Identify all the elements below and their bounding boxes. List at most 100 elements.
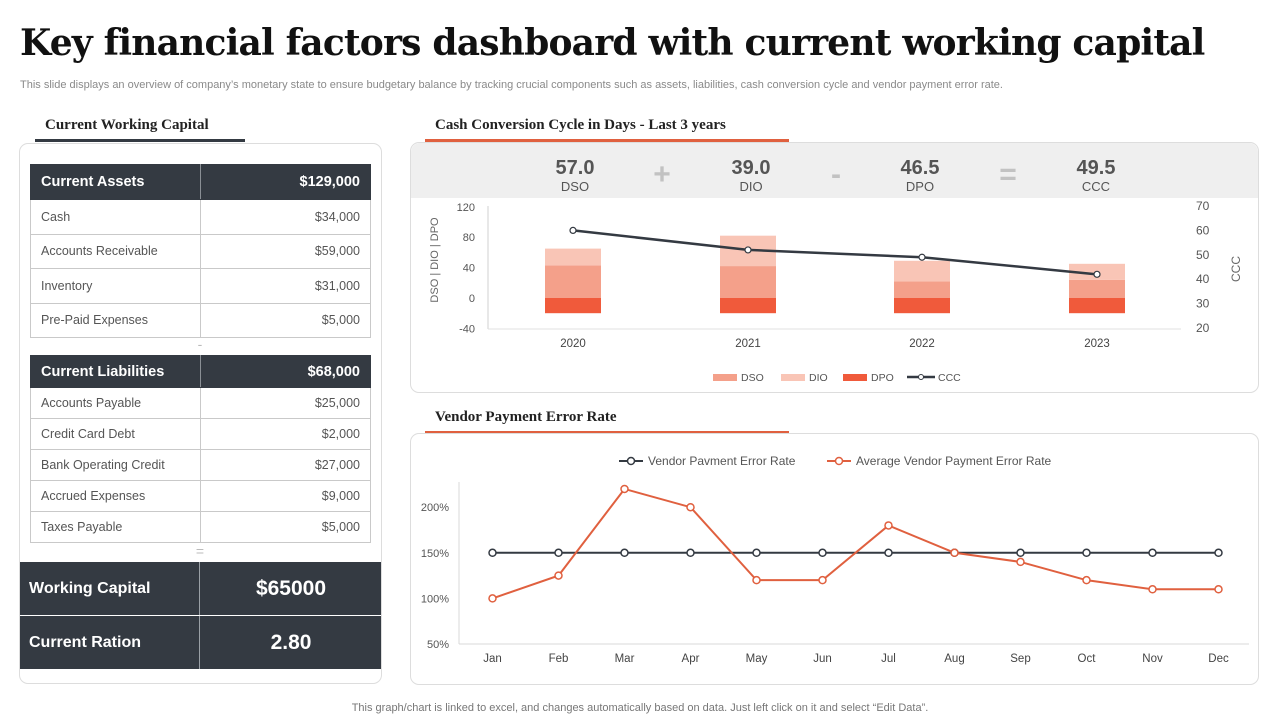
ccc-metrics-bar bbox=[411, 143, 1258, 198]
current-ration-label: Current Ration bbox=[20, 616, 200, 669]
bar-dpo-2020 bbox=[545, 298, 601, 314]
ccc-point bbox=[1093, 270, 1101, 278]
vendor-underline bbox=[425, 431, 789, 434]
vendor-panel bbox=[410, 433, 1259, 685]
metric-dpo-key: DPO bbox=[905, 179, 935, 194]
current-ration-value: 2.80 bbox=[270, 631, 312, 654]
series-line-1 bbox=[492, 487, 1219, 600]
ccc-section-title: Cash Conversion Cycle in Days - Last 3 y… bbox=[435, 117, 726, 133]
metric-ccc: 49.5 CCC bbox=[1051, 157, 1141, 195]
bar-dio-2022 bbox=[894, 260, 950, 282]
metric-dso-key: DSO bbox=[560, 179, 590, 194]
footer-note: This graph/chart is linked to excel, and… bbox=[351, 702, 929, 714]
series-point-0 bbox=[554, 548, 563, 558]
series-point-1 bbox=[488, 594, 497, 603]
row-value: $9,000 bbox=[200, 480, 371, 512]
page-title: Key financial factors dashboard with cur… bbox=[20, 22, 1205, 64]
y-tick-label: 150% bbox=[421, 548, 449, 560]
legend-marker-ccc bbox=[918, 374, 924, 380]
page-subtitle: This slide displays an overview of compa… bbox=[20, 79, 1003, 91]
y-tick-label: -40 bbox=[459, 323, 475, 335]
series-point-0 bbox=[1082, 548, 1091, 558]
series-point-1 bbox=[1214, 585, 1223, 594]
legend-marker-0 bbox=[626, 456, 636, 466]
x-tick-label: Apr bbox=[682, 653, 700, 665]
series-point-1 bbox=[1148, 585, 1157, 594]
series-point-1 bbox=[950, 548, 959, 558]
ccc-chart: -40 0 40 80 120 20 30 40 50 60 70 DSO | DIO | DPO CC… bbox=[429, 199, 1243, 384]
series-point-1 bbox=[752, 575, 761, 585]
series-point-0 bbox=[686, 548, 695, 558]
row-label: Bank Operating Credit bbox=[30, 449, 201, 481]
bar-dso-2021 bbox=[720, 266, 776, 298]
current-assets-label: Current Assets bbox=[30, 164, 201, 200]
working-capital-box: Working Capital $65000 bbox=[20, 562, 381, 615]
row-label: Credit Card Debt bbox=[30, 418, 201, 450]
table-row: Credit Card Debt $2,000 bbox=[30, 418, 371, 450]
current-assets-value: $129,000 bbox=[200, 164, 371, 200]
y-right-tick-label: 20 bbox=[1196, 321, 1210, 335]
series-point-1 bbox=[554, 571, 563, 580]
series-point-1 bbox=[620, 484, 629, 494]
series-point-1 bbox=[1016, 557, 1025, 567]
x-tick-label: Nov bbox=[1142, 653, 1163, 665]
legend-label: Vendor Pavment Error Rate bbox=[648, 454, 796, 468]
plus-operator: + bbox=[653, 158, 671, 191]
row-value: $2,000 bbox=[200, 418, 371, 450]
table-row: Accrued Expenses $9,000 bbox=[30, 480, 371, 512]
y-right-tick-label: 30 bbox=[1196, 297, 1210, 311]
row-label: Accounts Receivable bbox=[30, 233, 201, 269]
legend-label: DPO bbox=[871, 372, 894, 384]
x-tick-label: Aug bbox=[944, 653, 964, 665]
equals-symbol: = bbox=[195, 543, 205, 559]
table-row: Accounts Receivable $59,000 bbox=[30, 233, 371, 269]
table-row: Bank Operating Credit $27,000 bbox=[30, 449, 371, 481]
x-tick-label: 2021 bbox=[735, 338, 761, 350]
x-tick-label: May bbox=[746, 653, 768, 665]
current-ration-box: Current Ration 2.80 bbox=[20, 616, 381, 669]
working-capital-label: Working Capital bbox=[20, 562, 200, 615]
y-right-tick-label: 70 bbox=[1196, 199, 1210, 213]
row-label: Accounts Payable bbox=[30, 387, 201, 419]
working-capital-value: $65000 bbox=[255, 577, 327, 600]
minus-symbol: - bbox=[197, 336, 203, 352]
row-label: Inventory bbox=[30, 268, 201, 304]
x-tick-label: Dec bbox=[1208, 653, 1229, 665]
series-point-1 bbox=[686, 502, 695, 512]
minus-operator: - bbox=[831, 158, 841, 191]
series-point-0 bbox=[1016, 548, 1025, 558]
y-tick-label: 50% bbox=[427, 639, 449, 651]
x-tick-label: Jul bbox=[881, 653, 896, 665]
bar-dpo-2021 bbox=[720, 298, 776, 314]
legend-swatch-dio bbox=[781, 374, 805, 381]
x-tick-label: 2023 bbox=[1084, 338, 1110, 350]
legend-label: DIO bbox=[809, 372, 828, 384]
row-value: $59,000 bbox=[200, 233, 371, 269]
y-tick-label: 0 bbox=[469, 293, 475, 305]
ccc-point bbox=[918, 253, 926, 261]
table-row: Accounts Payable $25,000 bbox=[30, 387, 371, 419]
metric-dso-value: 57.0 bbox=[555, 157, 595, 179]
metric-ccc-value: 49.5 bbox=[1076, 157, 1116, 179]
y-tick-label: 120 bbox=[457, 202, 475, 214]
y-tick-label: 80 bbox=[463, 232, 475, 244]
series-point-0 bbox=[818, 548, 827, 558]
series-point-1 bbox=[818, 575, 827, 585]
metric-dio-key: DIO bbox=[739, 179, 763, 194]
x-tick-label: Jun bbox=[813, 653, 832, 665]
bar-dso-2022 bbox=[894, 281, 950, 298]
row-label: Accrued Expenses bbox=[30, 480, 201, 512]
legend-swatch-dpo bbox=[843, 374, 867, 381]
equals-operator: = bbox=[999, 158, 1017, 191]
metric-dpo-value: 46.5 bbox=[900, 157, 940, 179]
y-axis-label: DSO | DIO | DPO bbox=[429, 217, 441, 303]
bar-dso-2020 bbox=[545, 265, 601, 298]
series-point-0 bbox=[1214, 548, 1223, 558]
metric-dio-value: 39.0 bbox=[731, 157, 771, 179]
working-capital-title: Current Working Capital bbox=[45, 117, 209, 133]
bar-dpo-2023 bbox=[1069, 298, 1125, 314]
legend-label: CCC bbox=[938, 372, 961, 384]
ccc-line bbox=[572, 229, 1098, 276]
bar-dso-2023 bbox=[1069, 279, 1125, 298]
row-value: $25,000 bbox=[200, 387, 371, 419]
